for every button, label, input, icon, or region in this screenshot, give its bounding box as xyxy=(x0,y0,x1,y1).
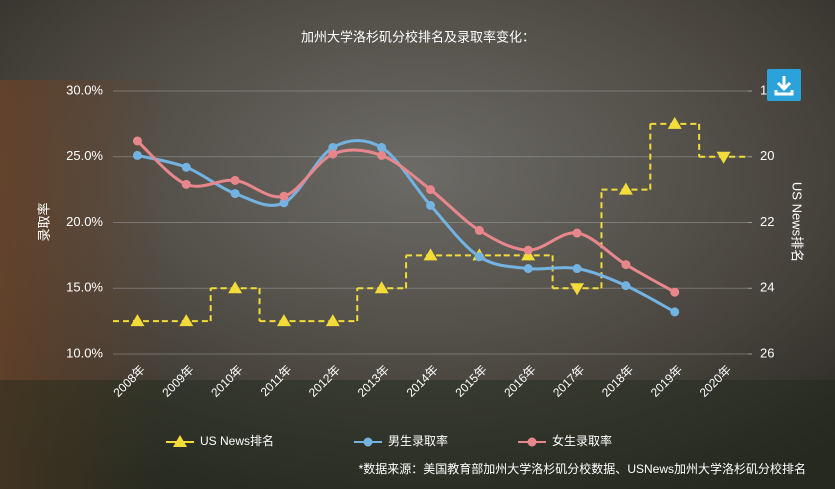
y-tick-label: 15.0% xyxy=(66,280,103,295)
rate-point xyxy=(181,162,191,172)
legend-label: US News排名 xyxy=(200,433,274,448)
rank-marker xyxy=(423,248,438,261)
legend-marker xyxy=(527,437,537,447)
chart-title: 加州大学洛杉矶分校排名及录取率变化： xyxy=(301,29,535,44)
rate-point xyxy=(181,179,191,189)
y2-tick-label: 26 xyxy=(760,345,774,360)
rank-marker xyxy=(618,182,633,195)
rank-marker xyxy=(276,314,291,327)
rate-point xyxy=(328,143,338,153)
y-tick-label: 25.0% xyxy=(66,148,103,163)
rank-marker xyxy=(179,314,194,327)
rate-point xyxy=(132,150,142,160)
rate-point xyxy=(670,287,680,297)
legend-marker xyxy=(363,437,373,447)
rank-marker xyxy=(716,151,731,164)
background-building xyxy=(0,80,170,489)
download-icon xyxy=(774,76,794,96)
rate-point xyxy=(523,245,533,255)
y-tick-label: 30.0% xyxy=(66,82,103,97)
rate-point xyxy=(426,185,435,195)
rank-marker xyxy=(228,281,243,294)
rate-point xyxy=(328,149,338,159)
download-button[interactable] xyxy=(767,69,801,101)
legend-marker xyxy=(173,435,187,447)
y2-axis-label: US News排名 xyxy=(790,182,805,262)
y2-tick-label: 20 xyxy=(760,148,774,163)
rate-point xyxy=(572,228,582,238)
rate-point xyxy=(230,189,240,199)
rate-point xyxy=(474,252,484,262)
rate-point xyxy=(279,191,289,201)
rate-point xyxy=(279,198,289,208)
y2-tick-label: 22 xyxy=(760,214,774,229)
rank-marker xyxy=(130,314,145,327)
y-tick-label: 20.0% xyxy=(66,214,103,229)
y-tick-label: 10.0% xyxy=(66,345,103,360)
y2-tick-label: 24 xyxy=(760,280,774,295)
rate-point xyxy=(426,200,435,210)
rank-marker xyxy=(325,314,340,327)
legend-label: 女生录取率 xyxy=(552,433,612,448)
source-note: *数据来源：美国教育部加州大学洛杉矶分校数据、USNews加州大学洛杉矶分校排名 xyxy=(359,461,806,476)
background-foliage xyxy=(0,380,835,489)
rate-point xyxy=(230,175,240,185)
rate-point xyxy=(377,150,387,160)
rate-point xyxy=(523,264,533,274)
rank-marker xyxy=(570,283,585,296)
y-axis-label: 录取率 xyxy=(36,202,51,241)
rate-point xyxy=(670,307,680,317)
rank-marker xyxy=(667,116,682,129)
rate-point xyxy=(621,281,631,291)
rate-point xyxy=(572,264,582,274)
legend-label: 男生录取率 xyxy=(388,433,448,448)
rate-point xyxy=(621,260,631,270)
rank-marker xyxy=(374,281,389,294)
rate-point xyxy=(377,143,387,153)
rate-point xyxy=(474,225,484,235)
rate-point xyxy=(132,136,142,146)
